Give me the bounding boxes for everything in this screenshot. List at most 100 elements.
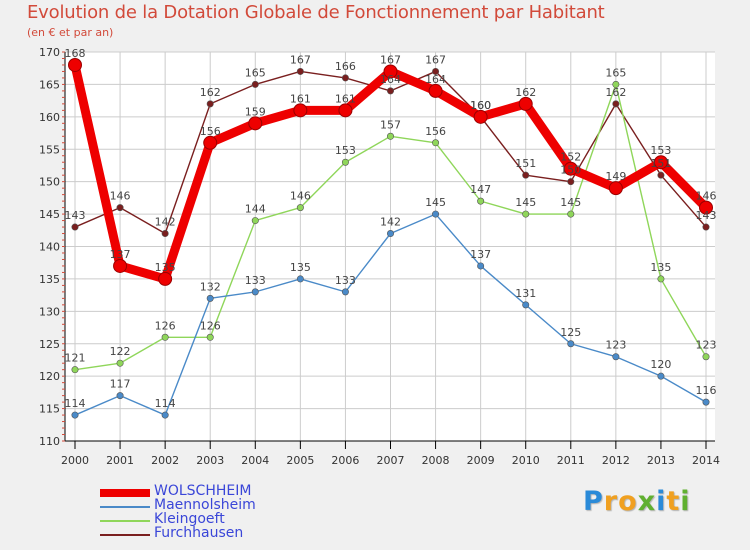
- data-point: [251, 217, 259, 225]
- x-tick-label: 2014: [692, 454, 720, 467]
- data-label: 144: [245, 203, 266, 216]
- data-point: [477, 197, 485, 205]
- x-tick-label: 2002: [151, 454, 179, 467]
- legend-label: WOLSCHHEIM: [154, 483, 252, 499]
- data-point: [116, 359, 124, 367]
- data-label: 137: [470, 248, 491, 261]
- y-tick-label: 115: [39, 403, 60, 416]
- data-label: 161: [290, 92, 311, 105]
- data-point: [612, 80, 620, 88]
- data-point: [296, 204, 304, 212]
- logo-letter: P: [583, 486, 604, 517]
- data-point: [158, 271, 173, 286]
- data-point: [248, 116, 263, 131]
- data-label: 135: [650, 261, 671, 274]
- proxiti-logo: Proxiti: [583, 486, 691, 517]
- data-point: [612, 353, 620, 361]
- data-label: 162: [515, 86, 536, 99]
- data-label: 145: [560, 196, 581, 209]
- data-label: 145: [515, 196, 536, 209]
- data-label: 156: [200, 125, 221, 138]
- x-tick-label: 2011: [557, 454, 585, 467]
- data-label: 143: [65, 209, 86, 222]
- data-point: [563, 161, 578, 176]
- data-label: 149: [605, 170, 626, 183]
- x-tick-label: 2013: [647, 454, 675, 467]
- data-point: [522, 171, 530, 179]
- data-label: 168: [65, 47, 86, 60]
- data-label: 164: [380, 73, 401, 86]
- data-point: [296, 67, 304, 75]
- legend-item-maennolsheim: Maennolsheim: [100, 497, 340, 514]
- data-label: 123: [605, 339, 626, 352]
- data-point: [653, 155, 668, 170]
- data-point: [206, 100, 214, 108]
- legend-item-wolschheim: WOLSCHHEIM: [100, 483, 340, 500]
- data-point: [341, 288, 349, 296]
- logo-letter: i: [680, 486, 691, 517]
- data-point: [161, 411, 169, 419]
- data-point: [518, 96, 533, 111]
- data-label: 162: [605, 86, 626, 99]
- chart-subtitle: (en € et par an): [27, 26, 114, 39]
- y-tick-label: 130: [39, 305, 60, 318]
- y-tick-label: 155: [39, 143, 60, 156]
- data-label: 123: [696, 339, 717, 352]
- data-point: [68, 57, 82, 72]
- data-label: 126: [200, 319, 221, 332]
- data-point: [699, 200, 713, 215]
- data-point: [386, 230, 394, 238]
- y-tick-label: 170: [39, 46, 60, 59]
- data-point: [567, 340, 575, 348]
- data-label: 133: [245, 274, 266, 287]
- logo-letter: x: [637, 486, 657, 517]
- data-label: 152: [560, 151, 581, 164]
- data-label: 147: [470, 183, 491, 196]
- data-label: 150: [560, 164, 581, 177]
- data-point: [251, 288, 259, 296]
- data-label: 120: [650, 358, 671, 371]
- data-point: [203, 135, 218, 150]
- y-tick-label: 110: [39, 435, 60, 448]
- data-point: [386, 132, 394, 140]
- x-tick-label: 2006: [331, 454, 359, 467]
- y-tick-label: 165: [39, 78, 60, 91]
- data-point: [432, 210, 440, 218]
- data-point: [161, 333, 169, 341]
- x-tick-label: 2012: [602, 454, 630, 467]
- x-tick-label: 2007: [377, 454, 405, 467]
- data-point: [116, 204, 124, 212]
- data-point: [71, 411, 79, 419]
- data-point: [657, 275, 665, 283]
- data-point: [293, 103, 308, 118]
- axes: 110 115 120 125 130 135 140 145 150 155 160 165 170 2…: [39, 46, 720, 467]
- data-label: 153: [335, 144, 356, 157]
- x-tick-label: 2003: [196, 454, 224, 467]
- data-label: 165: [245, 66, 266, 79]
- legend-label: Furchhausen: [154, 525, 244, 541]
- logo-letter: r: [603, 486, 619, 517]
- data-label: 157: [380, 118, 401, 131]
- legend-label: Kleingoeft: [154, 511, 225, 527]
- data-label: 162: [200, 86, 221, 99]
- data-label: 161: [335, 92, 356, 105]
- logo-letter: o: [618, 486, 638, 517]
- data-point: [702, 223, 710, 231]
- legend-swatch: [100, 506, 150, 508]
- data-point: [567, 210, 575, 218]
- data-label: 133: [335, 274, 356, 287]
- data-label: 160: [470, 99, 491, 112]
- data-label: 121: [65, 352, 86, 365]
- data-label: 135: [290, 261, 311, 274]
- data-label: 126: [155, 319, 176, 332]
- data-label: 117: [110, 378, 131, 391]
- data-point: [702, 353, 710, 361]
- logo-letter: t: [666, 486, 681, 517]
- data-label: 116: [696, 384, 717, 397]
- data-label: 114: [155, 397, 176, 410]
- data-label: 145: [425, 196, 446, 209]
- data-point: [432, 67, 440, 75]
- x-tick-label: 2001: [106, 454, 134, 467]
- y-tick-label: 135: [39, 273, 60, 286]
